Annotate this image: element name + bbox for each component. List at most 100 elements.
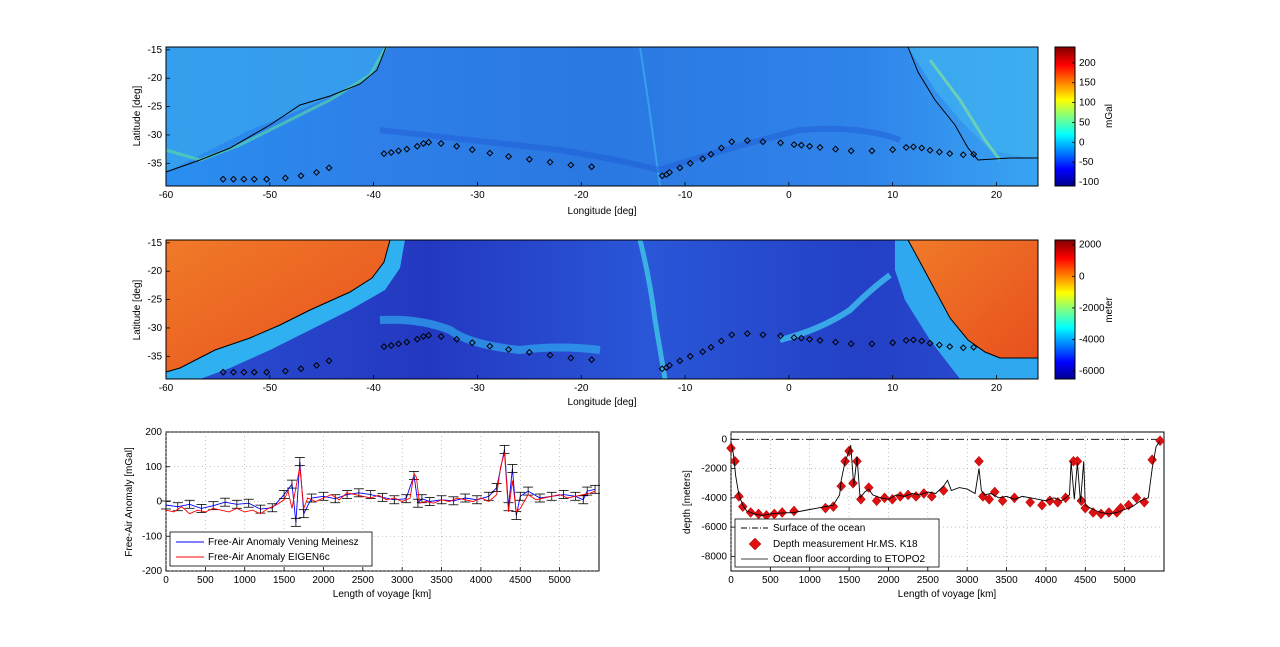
station-marker xyxy=(403,338,411,346)
station-marker xyxy=(946,150,954,158)
x-tick-label: 5000 xyxy=(1114,575,1137,586)
x-axis-label: Length of voyage [km] xyxy=(333,589,432,600)
x-tick-label: 500 xyxy=(762,575,779,586)
depth-measurement-marker xyxy=(926,491,937,502)
shelf-south-america xyxy=(166,240,405,379)
station-marker xyxy=(902,336,910,344)
x-tick-label: -50 xyxy=(263,383,278,394)
station-marker xyxy=(806,335,814,343)
station-marker xyxy=(918,144,926,152)
station-marker xyxy=(395,147,403,155)
station-marker xyxy=(743,137,751,145)
station-marker xyxy=(959,151,967,159)
colorbar-tick-label: 2000 xyxy=(1079,240,1102,251)
x-tick-label: 3000 xyxy=(956,575,979,586)
depth-measurement-marker xyxy=(1076,495,1087,507)
station-marker xyxy=(665,361,673,369)
depth-measurement-marker xyxy=(789,505,799,517)
station-marker xyxy=(250,175,258,183)
station-marker xyxy=(790,334,798,342)
free-air-anomaly-plot: 0 500 1000 1500 2000 2500 3000 3500 4000 4500 5000… xyxy=(124,427,601,600)
station-marker xyxy=(676,164,684,172)
station-marker xyxy=(935,148,943,156)
station-marker xyxy=(380,343,388,351)
station-marker xyxy=(325,164,333,172)
colorbar xyxy=(1054,239,1076,380)
station-marker xyxy=(816,143,824,151)
x-tick-label: -60 xyxy=(159,190,174,201)
y-tick-label: 0 xyxy=(721,434,727,445)
station-marker xyxy=(419,332,427,340)
map-frame xyxy=(165,239,1039,380)
x-ticks: -60 -50 -40 -30 -20 -10 0 10 20 xyxy=(159,182,1003,201)
x-tick-label: 0 xyxy=(728,575,734,586)
station-marker xyxy=(505,345,513,354)
station-marker xyxy=(250,368,258,376)
x-tick-label: -30 xyxy=(470,383,485,394)
x-tick-label: -40 xyxy=(366,383,381,394)
station-marker xyxy=(468,339,476,347)
station-marker xyxy=(970,343,978,351)
depth-measurement-marker xyxy=(879,492,890,504)
colorbar-tick-label: -50 xyxy=(1079,157,1094,168)
depth-measurement-marker xyxy=(1115,502,1126,514)
y-ticks: 0 -2000 -4000 -6000 -8000 xyxy=(701,434,735,562)
station-marker xyxy=(790,141,798,149)
y-tick-label: -200 xyxy=(142,566,162,577)
series-line xyxy=(165,452,596,515)
depth-profile-plot: 0 500 1000 1500 2000 2500 3000 3500 4000 4500 5000… xyxy=(682,431,1165,600)
x-tick-label: 1500 xyxy=(838,575,861,586)
y-tick-label: -100 xyxy=(142,531,162,542)
station-marker xyxy=(676,357,684,365)
station-marker xyxy=(777,139,785,147)
station-marker xyxy=(588,356,596,364)
x-tick-label: 0 xyxy=(786,383,792,394)
coastline-africa-2 xyxy=(907,239,1038,359)
coastline-south-america-2 xyxy=(165,239,391,373)
station-marker xyxy=(297,365,305,373)
x-tick-label: -10 xyxy=(678,383,693,394)
x-tick-label: -60 xyxy=(159,383,174,394)
depth-measurement-marker xyxy=(828,501,839,512)
x-tick-label: -50 xyxy=(263,190,278,201)
coastline-south-america xyxy=(165,46,387,173)
y-axis-label: Latitude [deg] xyxy=(132,279,143,340)
station-marker xyxy=(816,336,824,344)
depth-measurement-marker xyxy=(777,507,788,518)
colorbar-tick-label: 0 xyxy=(1079,271,1085,282)
depth-measurement-marker xyxy=(836,480,847,492)
legend-entry: Surface of the ocean xyxy=(773,523,865,534)
depth-measurement-marker xyxy=(1131,492,1142,504)
x-tick-label: 0 xyxy=(786,190,792,201)
y-axis-label: Free-Air Anomaly [mGal] xyxy=(124,447,135,557)
station-marker xyxy=(889,146,897,154)
colorbar-tick-label: 150 xyxy=(1079,78,1096,89)
x-tick-label: 3500 xyxy=(430,575,453,586)
legend-entry: Free-Air Anomaly EIGEN6c xyxy=(208,552,330,563)
x-tick-label: 1000 xyxy=(234,575,257,586)
station-marker xyxy=(567,161,575,169)
x-tick-label: 0 xyxy=(163,575,169,586)
depth-measurement-marker xyxy=(848,477,858,489)
station-marker xyxy=(468,146,476,154)
x-tick-label: -30 xyxy=(470,190,485,201)
x-tick-label: 2500 xyxy=(917,575,940,586)
station-marker xyxy=(546,158,554,166)
x-tick-label: 20 xyxy=(991,190,1003,201)
station-marker xyxy=(946,343,954,351)
x-tick-label: 2000 xyxy=(877,575,900,586)
station-marker xyxy=(847,340,855,348)
depth-measurement-marker xyxy=(1037,499,1047,511)
station-marker xyxy=(403,145,411,153)
x-tick-label: 20 xyxy=(991,383,1003,394)
station-marker xyxy=(325,357,333,365)
station-marker xyxy=(728,331,736,339)
station-marker xyxy=(935,341,943,349)
legend-entry: Free-Air Anomaly Vening Meinesz xyxy=(208,537,359,548)
depth-measurement-marker xyxy=(871,495,882,507)
station-marker xyxy=(486,149,494,157)
x-tick-label: 5000 xyxy=(549,575,572,586)
y-tick-label: 0 xyxy=(156,497,162,508)
station-marker xyxy=(486,342,494,350)
x-tick-label: 2500 xyxy=(352,575,375,586)
